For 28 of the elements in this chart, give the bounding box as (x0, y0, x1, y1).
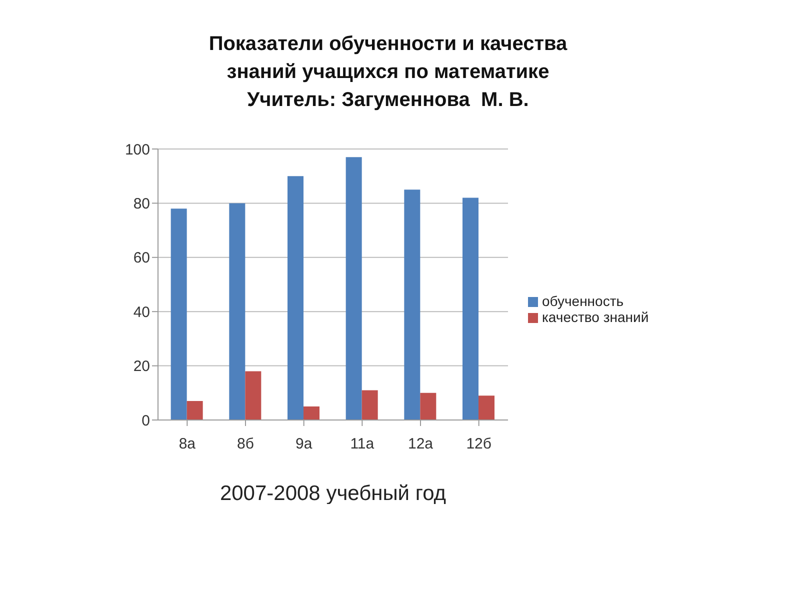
bar (404, 190, 420, 420)
bar (288, 176, 304, 420)
y-tick-label: 0 (142, 412, 150, 430)
y-tick-label: 60 (133, 250, 150, 267)
x-tick-label: 8а (178, 436, 196, 453)
bar (462, 198, 478, 420)
bar (362, 390, 378, 420)
legend-label: качество знаний (542, 309, 649, 325)
y-tick-label: 80 (133, 196, 150, 213)
chart-title: Показатели обученности и качества знаний учащихся по математике Учитель: Загуменнова М. В. (208, 32, 568, 113)
x-tick-label: 12б (466, 436, 492, 453)
x-tick-label: 8б (237, 436, 254, 453)
y-tick-label: 40 (133, 304, 150, 321)
bar (186, 401, 203, 420)
bar (245, 371, 262, 420)
x-tick-label: 12а (408, 436, 434, 453)
legend-label: обученность (542, 293, 624, 309)
bar (346, 157, 362, 420)
bar (304, 406, 320, 420)
x-axis-title: 2007-2008 учебный год (220, 482, 446, 505)
bar (420, 392, 436, 420)
x-tick-label: 11а (350, 436, 375, 453)
x-tick-label: 9а (295, 436, 313, 453)
bar (229, 203, 246, 420)
y-tick-label: 20 (133, 358, 150, 376)
bar (478, 396, 494, 420)
y-tick-label: 100 (124, 141, 150, 158)
bar (170, 208, 187, 420)
